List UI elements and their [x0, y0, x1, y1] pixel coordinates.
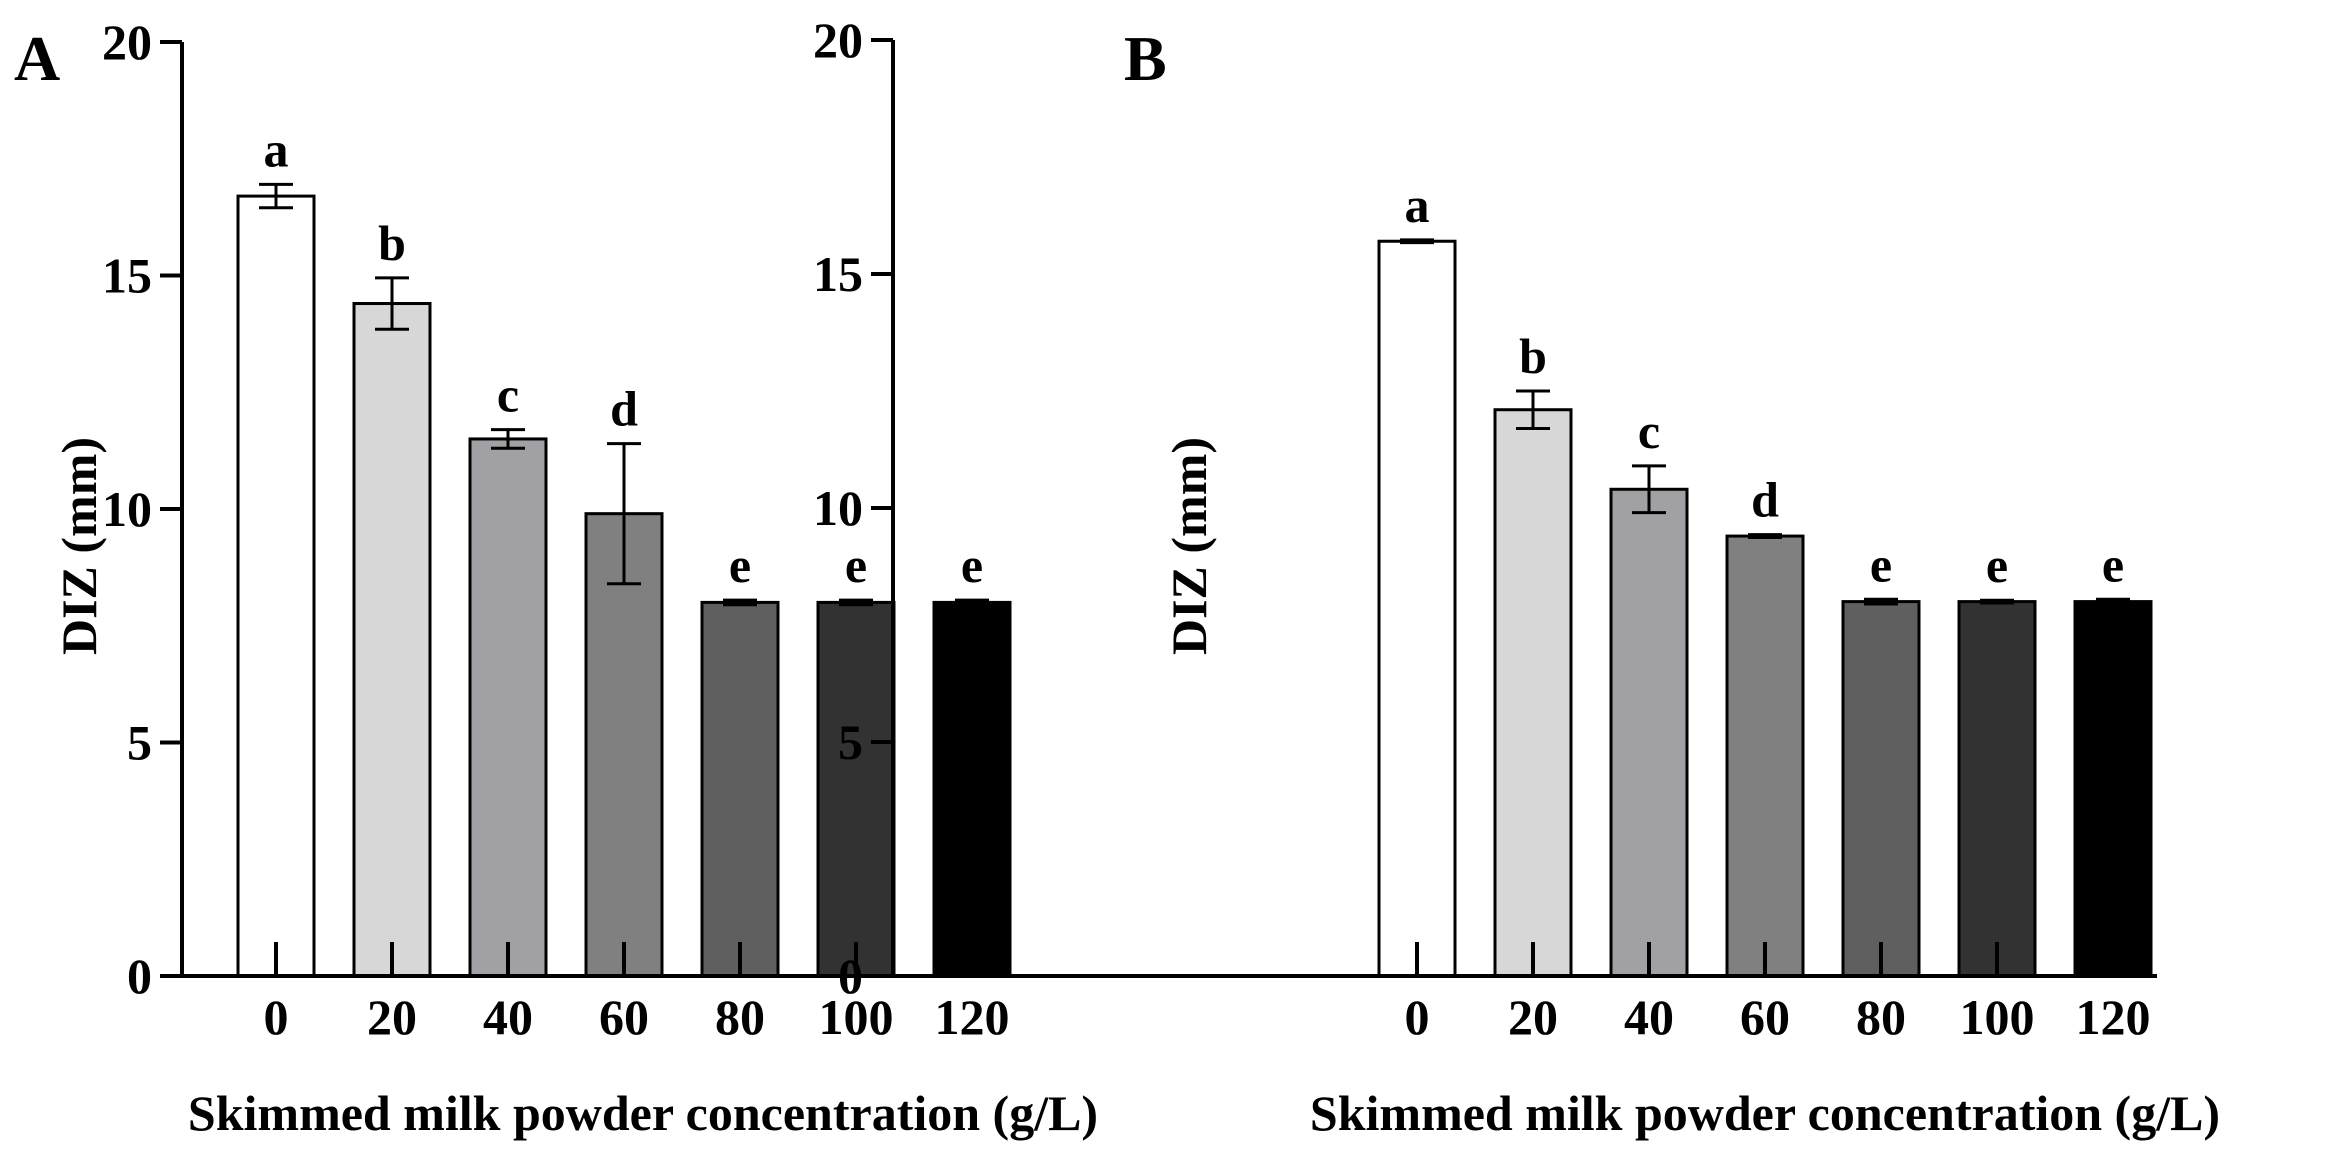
bar-b-20 — [1493, 408, 1573, 978]
y-tick-label-a-10: 10 — [102, 481, 152, 537]
y-tick-label-b-20: 20 — [813, 12, 863, 68]
significance-label-b-60: d — [1751, 472, 1779, 528]
significance-label-a-120: e — [961, 537, 983, 593]
significance-label-a-20: b — [378, 215, 406, 271]
y-axis-title-b: DIZ (mm) — [1161, 437, 1217, 655]
y-tick-label-a-5: 5 — [127, 715, 152, 771]
significance-label-b-80: e — [1870, 536, 1892, 592]
significance-label-a-0: a — [264, 121, 289, 177]
plot-area-b: 0 5 10 15 20 a 0 b 20 c 40 d 60 e 80 e 100 e 120 — [813, 12, 2157, 1045]
y-tick-label-b-0: 0 — [838, 948, 863, 1004]
bar-a-80 — [700, 600, 780, 978]
bar-a-40 — [468, 437, 548, 978]
bar-a-0 — [236, 194, 316, 978]
y-tick-label-b-5: 5 — [838, 714, 863, 770]
y-tick-label-b-10: 10 — [813, 480, 863, 536]
significance-label-b-120: e — [2102, 536, 2124, 592]
bar-b-80 — [1841, 600, 1921, 978]
significance-label-a-40: c — [497, 367, 519, 423]
panel-b: B DIZ (mm) Skimmed milk powder concentra… — [813, 12, 2220, 1141]
x-tick-label-a-80: 80 — [715, 989, 765, 1045]
bar-b-0 — [1377, 239, 1457, 978]
x-tick-label-b-20: 20 — [1508, 989, 1558, 1045]
x-tick-label-b-60: 60 — [1740, 989, 1790, 1045]
x-tick-label-b-120: 120 — [2076, 989, 2151, 1045]
bar-b-120 — [2073, 600, 2153, 978]
x-axis-title-b: Skimmed milk powder concentration (g/L) — [1310, 1085, 2220, 1141]
significance-label-a-60: d — [610, 381, 638, 437]
x-tick-label-a-60: 60 — [599, 989, 649, 1045]
x-tick-label-b-40: 40 — [1624, 989, 1674, 1045]
bar-b-40 — [1609, 487, 1689, 978]
significance-label-b-0: a — [1405, 177, 1430, 233]
bar-a-20 — [352, 302, 432, 978]
x-axis-title-a: Skimmed milk powder concentration (g/L) — [188, 1085, 1098, 1141]
significance-label-a-80: e — [729, 537, 751, 593]
y-tick-label-b-15: 15 — [813, 246, 863, 302]
x-tick-label-a-40: 40 — [483, 989, 533, 1045]
bar-b-100 — [1957, 600, 2037, 978]
bar-b-60 — [1725, 534, 1805, 978]
x-tick-label-b-0: 0 — [1405, 989, 1430, 1045]
x-tick-label-b-80: 80 — [1856, 989, 1906, 1045]
x-tick-label-a-20: 20 — [367, 989, 417, 1045]
bar-a-100 — [816, 600, 896, 978]
x-tick-label-a-120: 120 — [935, 989, 1010, 1045]
panel-label-a: A — [14, 23, 60, 94]
y-tick-label-a-15: 15 — [102, 248, 152, 304]
significance-label-a-100: e — [845, 537, 867, 593]
y-tick-label-a-20: 20 — [102, 14, 152, 70]
x-tick-label-a-0: 0 — [264, 989, 289, 1045]
y-tick-label-a-0: 0 — [127, 948, 152, 1004]
panel-label-b: B — [1124, 23, 1167, 94]
significance-label-b-100: e — [1986, 537, 2008, 593]
significance-label-b-40: c — [1638, 403, 1660, 459]
y-axis-title-a: DIZ (mm) — [51, 437, 107, 655]
bar-a-120 — [932, 600, 1012, 978]
x-tick-label-a-100: 100 — [819, 989, 894, 1045]
significance-label-b-20: b — [1519, 328, 1547, 384]
x-tick-label-b-100: 100 — [1960, 989, 2035, 1045]
panel-a: A DIZ (mm) Skimmed milk powder concentra… — [14, 14, 1098, 1141]
